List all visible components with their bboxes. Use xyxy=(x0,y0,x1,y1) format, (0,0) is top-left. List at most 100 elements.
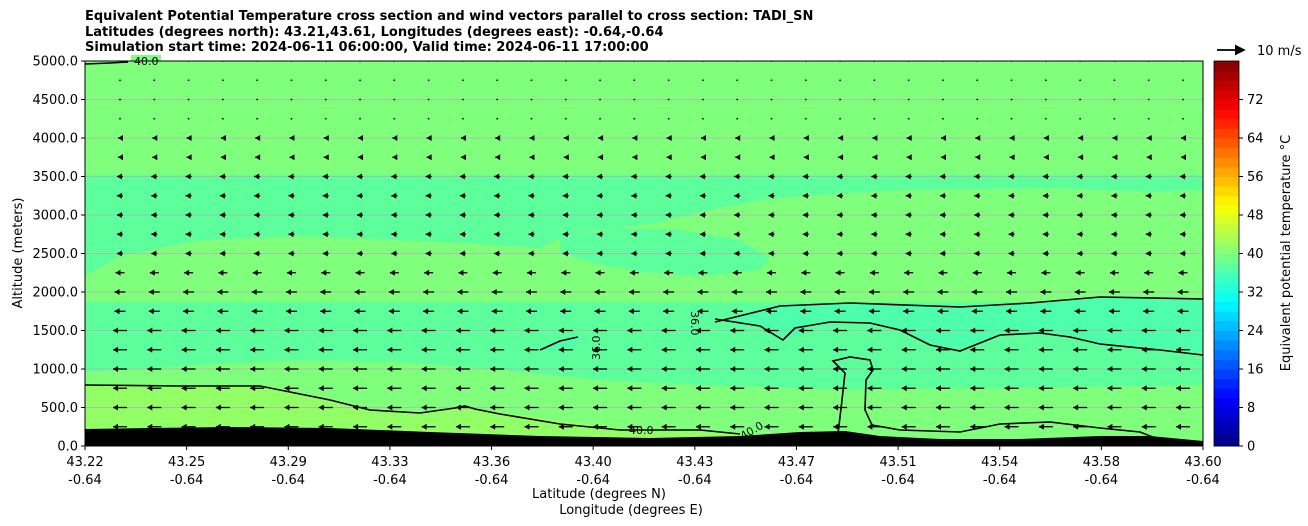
wind-vector-head xyxy=(1107,423,1113,430)
wind-vector xyxy=(873,79,876,82)
wind-vector-head xyxy=(939,192,945,199)
wind-vector-head xyxy=(254,173,260,180)
wind-vector-head xyxy=(318,366,324,372)
wind-vector xyxy=(873,117,876,120)
wind-vector xyxy=(1182,98,1184,101)
colorbar-tick-label: 64 xyxy=(1247,132,1264,147)
wind-vector-head xyxy=(455,385,461,392)
wind-vector-head xyxy=(1008,231,1014,238)
wind-vector-head xyxy=(252,269,258,276)
x-tick-label-lat: 43.54 xyxy=(981,455,1018,470)
wind-vector-head xyxy=(388,289,394,295)
wind-vector-head xyxy=(354,308,360,315)
wind-vector-head xyxy=(562,212,568,218)
wind-vector-head xyxy=(1042,173,1048,180)
wind-vector xyxy=(942,98,944,101)
terrain-mask xyxy=(85,427,1203,446)
wind-vector-head xyxy=(186,135,192,141)
wind-vector-head xyxy=(764,404,770,411)
colorbar-segment xyxy=(1214,243,1239,254)
wind-vector-head xyxy=(833,346,839,353)
colorbar-segment xyxy=(1214,407,1239,418)
wind-vector-head xyxy=(768,212,774,218)
wind-vector-head xyxy=(115,269,121,276)
wind-vector-head xyxy=(766,308,772,315)
contour-line-40-bump xyxy=(831,356,1156,439)
wind-vector xyxy=(359,79,361,82)
wind-vector xyxy=(1044,98,1047,101)
contour-line-36-lower xyxy=(714,318,1203,356)
quiver-key: 10 m/s xyxy=(1217,44,1302,59)
wind-vector-head xyxy=(457,308,463,315)
wind-vector xyxy=(1147,79,1150,82)
wind-vector-head xyxy=(494,212,500,218)
colorbar-segment xyxy=(1214,340,1239,351)
colorbar-segment xyxy=(1214,70,1239,81)
wind-vector-head xyxy=(387,346,393,353)
wind-vector-head xyxy=(1181,154,1186,161)
wind-vector xyxy=(976,79,979,82)
wind-vector-head xyxy=(734,173,740,180)
wind-vector-head xyxy=(288,192,294,199)
wind-vector-head xyxy=(935,404,941,411)
wind-vector xyxy=(462,117,464,120)
wind-vector-head xyxy=(803,154,809,161)
wind-vector-head xyxy=(353,423,359,430)
wind-vector-head xyxy=(1041,269,1047,276)
wind-vector-head xyxy=(632,135,638,141)
wind-vector-head xyxy=(358,135,364,141)
colorbar-tick-label: 0 xyxy=(1247,440,1255,455)
wind-vector-head xyxy=(254,250,260,257)
wind-vector-head xyxy=(215,346,221,353)
wind-vector-head xyxy=(425,231,431,238)
colorbar-segment xyxy=(1214,417,1239,428)
wind-vector xyxy=(290,79,293,82)
wind-vector-head xyxy=(215,366,221,372)
colorbar-tick-label: 56 xyxy=(1247,170,1264,185)
wind-vector-head xyxy=(697,308,703,315)
wind-vector xyxy=(427,117,430,120)
wind-vector-head xyxy=(661,366,667,372)
wind-vector-head xyxy=(525,308,531,315)
wind-vector-head xyxy=(1073,385,1079,392)
wind-vector-head xyxy=(459,250,465,257)
colorbar-segment xyxy=(1214,109,1239,120)
y-tick-label: 4500.0 xyxy=(33,93,79,108)
wind-vector xyxy=(1044,117,1047,120)
wind-vector-head xyxy=(495,135,501,141)
wind-vector-head xyxy=(1074,308,1080,315)
x-tick-label-lon: -0.64 xyxy=(475,473,509,488)
chart-title: Equivalent Potential Temperature cross s… xyxy=(85,9,813,56)
wind-vector-head xyxy=(151,192,157,199)
wind-vector-head xyxy=(1111,173,1117,180)
wind-vector-head xyxy=(631,212,637,218)
wind-vector-head xyxy=(665,250,671,257)
wind-vector-head xyxy=(460,154,466,161)
wind-vector-head xyxy=(357,231,363,238)
wind-vector-head xyxy=(632,154,638,161)
contour-line-40-top xyxy=(85,61,129,65)
wind-vector-head xyxy=(631,192,637,199)
wind-vector-head xyxy=(970,366,976,372)
wind-vector-head xyxy=(627,423,633,430)
wind-vector-head xyxy=(183,289,189,295)
wind-vector-head xyxy=(357,173,363,180)
wind-vector xyxy=(393,79,396,82)
wind-vector-head xyxy=(905,212,911,218)
wind-vector xyxy=(633,79,636,82)
x-tick-label-lon: -0.64 xyxy=(68,473,102,488)
wind-vector-head xyxy=(219,231,225,238)
wind-vector-head xyxy=(460,135,466,141)
colorbar-segment xyxy=(1214,397,1239,408)
wind-vector-head xyxy=(597,212,603,218)
wind-vector-head xyxy=(699,250,705,257)
colorbar-segment xyxy=(1214,138,1239,149)
wind-vector xyxy=(496,117,499,120)
wind-vector-head xyxy=(802,173,808,180)
wind-vector-head xyxy=(802,192,808,199)
wind-vector-head xyxy=(1042,231,1048,238)
wind-vector-head xyxy=(798,346,804,353)
wind-vector xyxy=(1079,117,1082,120)
colorbar-segment xyxy=(1214,176,1239,187)
wind-vector-head xyxy=(353,346,359,353)
